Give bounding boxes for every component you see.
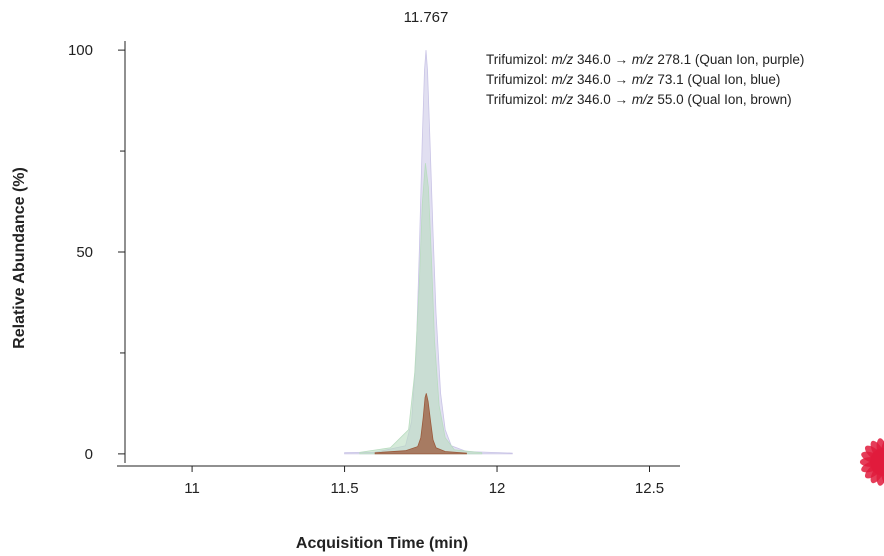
legend-entry: Trifumizol: m/z 346.0 → m/z 278.1 (Quan … [486, 52, 804, 67]
x-tick-label: 12 [489, 480, 506, 497]
x-tick-label: 11 [184, 480, 200, 497]
red-flower-logo-icon [859, 438, 884, 486]
logo-center [870, 448, 884, 476]
series-layer [344, 50, 513, 455]
y-tick-label: 50 [76, 244, 93, 261]
x-tick-label: 11.5 [331, 480, 359, 497]
y-axis-title: Relative Abundance (%) [11, 167, 28, 349]
series-peak-2 [359, 163, 483, 455]
x-tick-label: 12.5 [635, 480, 664, 497]
series-peak-3 [374, 393, 467, 455]
legend-entry: Trifumizol: m/z 346.0 → m/z 55.0 (Qual I… [486, 92, 792, 107]
legend: Trifumizol: m/z 346.0 → m/z 278.1 (Quan … [486, 52, 804, 107]
peak-apex-label: 11.767 [404, 9, 449, 26]
y-tick-label: 100 [68, 42, 93, 59]
x-axis-title: Acquisition Time (min) [296, 535, 468, 552]
y-tick-label: 0 [85, 446, 93, 463]
legend-entry: Trifumizol: m/z 346.0 → m/z 73.1 (Qual I… [486, 72, 780, 87]
axes-layer: 0 50 100 11 11.5 12 12.5 11.767 [68, 9, 680, 497]
